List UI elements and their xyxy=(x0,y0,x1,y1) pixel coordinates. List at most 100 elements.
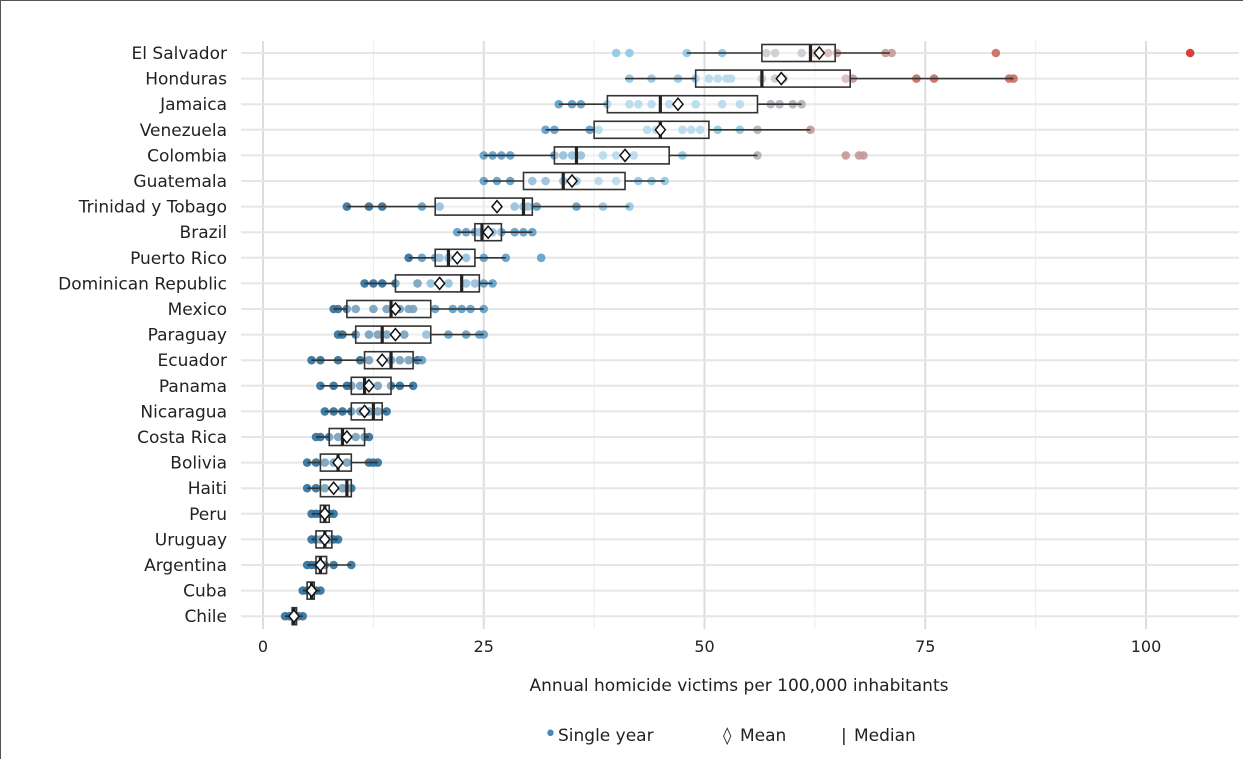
single-year-point xyxy=(373,407,383,416)
single-year-point xyxy=(413,279,422,288)
mean-diamond xyxy=(287,609,300,624)
country-label: Ecuador xyxy=(158,351,227,371)
mean-diamond xyxy=(566,173,579,189)
x-tick-label: 100 xyxy=(1131,637,1162,656)
single-year-point xyxy=(633,99,643,109)
single-year-point xyxy=(691,99,700,109)
single-year-point xyxy=(461,279,471,288)
single-year-point xyxy=(342,458,352,467)
single-year-point xyxy=(355,381,365,391)
single-year-point xyxy=(382,304,391,314)
country-label: Panama xyxy=(159,377,227,397)
x-tick-label: 75 xyxy=(915,637,935,656)
mean-diamond xyxy=(619,148,632,163)
single-year-point xyxy=(373,381,383,391)
country-label: Nicaragua xyxy=(140,402,227,422)
single-year-point xyxy=(444,279,453,288)
single-year-point xyxy=(576,151,586,160)
mean-diamond xyxy=(358,404,371,419)
single-year-point xyxy=(320,483,330,493)
single-year-point xyxy=(351,432,361,442)
single-year-point xyxy=(1185,48,1195,58)
country-label: El Salvador xyxy=(132,44,227,64)
country-label: Trinidad y Tobago xyxy=(78,198,227,218)
mean-diamond xyxy=(813,45,826,61)
single-year-point xyxy=(364,330,374,339)
mean-diamond xyxy=(775,71,788,86)
single-year-point xyxy=(991,48,1001,58)
single-year-point xyxy=(435,253,444,263)
single-year-point xyxy=(567,151,577,160)
single-year-point xyxy=(647,99,656,109)
mean-diamond xyxy=(389,301,402,317)
single-year-point xyxy=(351,304,361,314)
country-label: Puerto Rico xyxy=(130,249,227,269)
mean-diamond xyxy=(654,122,667,137)
country-label: Colombia xyxy=(147,146,227,166)
country-label: Venezuela xyxy=(140,121,227,141)
single-year-point xyxy=(435,202,444,211)
single-year-point xyxy=(642,125,652,135)
iqr-box xyxy=(363,350,414,370)
country-label: Jamaica xyxy=(159,95,227,115)
legend-mean-label: Mean xyxy=(740,726,786,746)
single-year-point xyxy=(726,74,736,83)
single-year-point xyxy=(713,74,723,83)
country-label: Costa Rica xyxy=(137,428,227,448)
iqr-box xyxy=(593,120,710,140)
single-year-point xyxy=(404,355,413,365)
single-year-point xyxy=(762,48,771,58)
single-year-point xyxy=(841,74,851,83)
single-year-point xyxy=(664,99,674,109)
mean-diamond xyxy=(318,532,331,547)
mean-diamond xyxy=(482,225,495,240)
iqr-box xyxy=(553,146,670,165)
mean-diamond xyxy=(389,327,402,342)
single-year-point xyxy=(320,458,330,467)
x-tick-label: 50 xyxy=(694,637,714,656)
mean-diamond xyxy=(305,583,318,598)
country-label: Chile xyxy=(184,607,227,627)
single-year-point xyxy=(629,151,639,160)
country-label: Peru xyxy=(189,505,227,525)
country-label: Guatemala xyxy=(133,172,227,192)
country-label: Honduras xyxy=(145,70,227,90)
country-label: Haiti xyxy=(188,479,227,499)
single-year-point xyxy=(369,304,378,314)
legend-median-label: Median xyxy=(854,726,916,746)
single-year-point xyxy=(426,279,436,288)
single-year-point xyxy=(536,253,546,263)
single-year-point xyxy=(823,48,833,58)
iqr-box xyxy=(346,299,432,319)
single-year-point xyxy=(558,151,568,160)
iqr-box xyxy=(434,197,534,216)
mean-diamond xyxy=(451,250,464,265)
country-label: Argentina xyxy=(144,556,227,576)
x-axis-label: Annual homicide victims per 100,000 inha… xyxy=(530,676,949,696)
mean-diamond xyxy=(672,97,684,112)
single-year-point xyxy=(488,279,497,288)
single-year-point xyxy=(611,48,621,58)
single-year-point xyxy=(598,151,608,160)
legend-single-year-symbol: • xyxy=(544,722,557,747)
single-year-point xyxy=(528,176,537,186)
legend-mean-symbol: ◊ xyxy=(723,726,732,746)
iqr-box xyxy=(694,69,851,88)
country-label: Bolivia xyxy=(170,454,227,474)
x-tick-labels: 0 25 50 75 100 xyxy=(258,637,1161,656)
mean-diamond xyxy=(491,199,503,214)
single-year-point xyxy=(408,304,418,314)
country-label: Uruguay xyxy=(155,530,227,550)
mean-diamond xyxy=(327,481,340,496)
single-year-point xyxy=(770,48,780,58)
single-year-point xyxy=(382,330,391,339)
legend-single-year-label: Single year xyxy=(558,726,654,746)
single-year-point xyxy=(695,125,705,135)
single-year-point xyxy=(541,176,550,186)
single-year-point xyxy=(594,125,603,135)
single-year-point xyxy=(704,74,714,83)
mean-diamond xyxy=(314,557,327,573)
single-year-point xyxy=(887,48,896,58)
single-year-point xyxy=(510,202,519,211)
